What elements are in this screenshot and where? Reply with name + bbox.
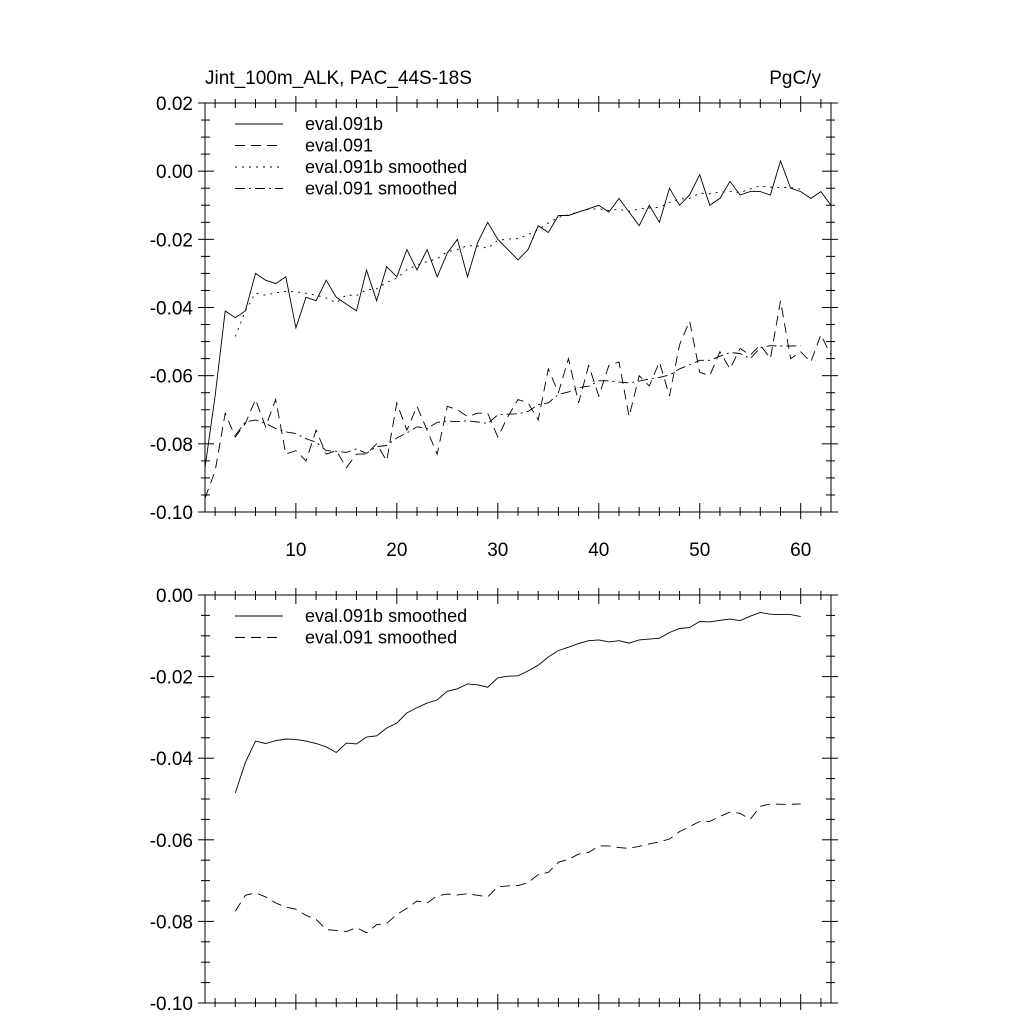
legend-entry: eval.091 smoothed: [305, 179, 457, 199]
series-line-eval-091b-smoothed: [234, 185, 801, 337]
y-tick-label: -0.02: [150, 668, 193, 689]
y-tick-label: 0.00: [156, 162, 193, 183]
legend-entry: eval.091 smoothed: [305, 628, 457, 648]
x-tick-label: 60: [790, 540, 811, 561]
x-tick-label: 40: [588, 540, 609, 561]
y-tick-label: -0.10: [150, 503, 193, 524]
x-tick-label: 20: [386, 540, 407, 561]
y-tick-label: 0.02: [156, 94, 193, 115]
y-tick-label: -0.04: [150, 749, 194, 770]
chart-title: Jint_100m_ALK, PAC_44S-18S: [205, 68, 472, 89]
legend-entry: eval.091b smoothed: [305, 157, 467, 177]
bottom-panel: -0.10 -0.08 -0.06 -0.04 -0.02 0.00 eval.091b s…: [150, 586, 838, 1015]
y-tick-label: -0.06: [150, 831, 193, 852]
legend-entry: eval.091b smoothed: [305, 606, 467, 626]
plot-frame: [204, 594, 832, 1004]
legend-entry: eval.091b: [305, 114, 383, 134]
y-tick-label: -0.02: [150, 230, 193, 251]
top-panel: -0.10 -0.08 -0.06 -0.04 -0.02 0.00 0.02 10 20 30 4…: [150, 68, 838, 561]
y-tick-label: -0.06: [150, 367, 193, 388]
y-tick-label: 0.00: [156, 586, 193, 607]
series-line-eval-091b: [204, 159, 832, 468]
series-line-eval-091-smoothed: [234, 345, 801, 454]
series-line-eval-091-smoothed: [234, 803, 801, 934]
series-line-eval-091: [204, 300, 832, 499]
plot-frame: [204, 102, 832, 513]
legend-entry: eval.091: [305, 136, 373, 156]
y-tick-label: -0.04: [150, 299, 194, 320]
y-tick-label: -0.08: [150, 912, 193, 933]
series-line-eval-091b-smoothed: [234, 612, 801, 794]
units-label: PgC/y: [769, 68, 821, 89]
x-tick-label: 50: [689, 540, 710, 561]
y-tick-label: -0.08: [150, 435, 193, 456]
x-tick-label: 30: [487, 540, 508, 561]
x-tick-label: 10: [285, 540, 306, 561]
y-tick-label: -0.10: [150, 994, 193, 1015]
